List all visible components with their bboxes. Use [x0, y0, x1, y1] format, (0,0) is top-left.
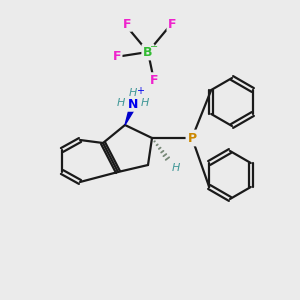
- Text: N: N: [128, 98, 138, 110]
- Text: H: H: [117, 98, 125, 108]
- Text: H: H: [141, 98, 149, 108]
- Polygon shape: [125, 105, 136, 125]
- Text: H: H: [129, 88, 137, 98]
- Text: P: P: [188, 131, 196, 145]
- Text: F: F: [123, 17, 131, 31]
- Text: F: F: [168, 17, 176, 31]
- Text: B: B: [143, 46, 153, 59]
- Text: −: −: [150, 42, 158, 52]
- Text: F: F: [113, 50, 121, 62]
- Text: H: H: [172, 163, 180, 173]
- Text: +: +: [136, 86, 144, 96]
- Text: F: F: [150, 74, 158, 86]
